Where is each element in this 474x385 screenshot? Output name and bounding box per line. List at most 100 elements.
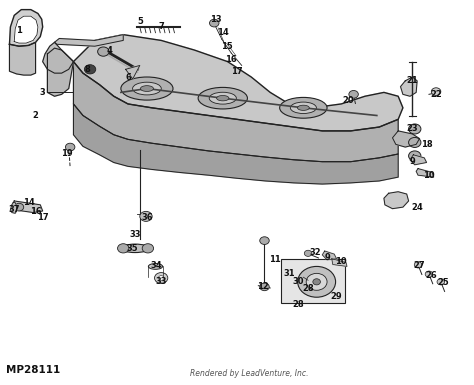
Polygon shape <box>9 10 43 46</box>
Circle shape <box>431 88 441 95</box>
Polygon shape <box>73 62 398 162</box>
Circle shape <box>65 143 75 151</box>
Text: 30: 30 <box>293 276 304 286</box>
Text: 31: 31 <box>283 269 295 278</box>
Circle shape <box>409 137 421 147</box>
Circle shape <box>158 276 164 280</box>
Text: 20: 20 <box>343 95 354 105</box>
Text: 14: 14 <box>23 198 34 207</box>
Polygon shape <box>126 65 140 79</box>
Text: 12: 12 <box>257 282 269 291</box>
Polygon shape <box>14 16 38 43</box>
Circle shape <box>84 65 96 74</box>
Text: 6: 6 <box>125 72 131 82</box>
Polygon shape <box>384 192 409 209</box>
Text: 19: 19 <box>61 149 72 159</box>
Circle shape <box>414 262 422 268</box>
Text: 21: 21 <box>407 76 418 85</box>
Circle shape <box>425 271 433 277</box>
Text: 16: 16 <box>226 55 237 64</box>
Polygon shape <box>416 169 434 177</box>
Circle shape <box>306 273 327 290</box>
Circle shape <box>260 237 269 244</box>
Text: 26: 26 <box>426 271 437 280</box>
Text: 2: 2 <box>33 111 38 120</box>
Text: 17: 17 <box>231 67 243 76</box>
Text: 14: 14 <box>217 28 228 37</box>
Polygon shape <box>9 42 36 75</box>
Circle shape <box>304 250 312 256</box>
Circle shape <box>210 19 219 27</box>
Text: MP28111: MP28111 <box>6 365 60 375</box>
Text: 13: 13 <box>210 15 221 24</box>
Text: 18: 18 <box>421 140 432 149</box>
Ellipse shape <box>121 244 149 253</box>
Text: 8: 8 <box>85 65 91 74</box>
Circle shape <box>142 244 154 253</box>
Polygon shape <box>410 155 427 165</box>
Ellipse shape <box>140 86 154 92</box>
Text: 10: 10 <box>336 257 347 266</box>
Text: 25: 25 <box>438 278 449 288</box>
Text: 35: 35 <box>127 244 138 253</box>
Circle shape <box>298 266 336 297</box>
Text: 15: 15 <box>221 42 232 51</box>
Polygon shape <box>322 251 337 260</box>
Text: 11: 11 <box>269 255 281 264</box>
Polygon shape <box>73 35 403 131</box>
Polygon shape <box>47 48 73 96</box>
Polygon shape <box>12 201 43 213</box>
Text: 32: 32 <box>310 248 321 257</box>
Text: 16: 16 <box>30 207 41 216</box>
Text: 3: 3 <box>40 88 46 97</box>
Ellipse shape <box>148 263 163 270</box>
Text: 9: 9 <box>410 157 415 166</box>
Polygon shape <box>73 104 398 184</box>
Circle shape <box>313 279 320 285</box>
Ellipse shape <box>209 92 237 104</box>
Circle shape <box>260 283 269 291</box>
Text: 4: 4 <box>106 45 112 55</box>
Text: 17: 17 <box>37 213 48 222</box>
Ellipse shape <box>290 102 317 114</box>
Text: 10: 10 <box>423 171 435 180</box>
Text: 33: 33 <box>129 230 141 239</box>
Text: 34: 34 <box>151 261 162 270</box>
Circle shape <box>409 124 421 134</box>
Polygon shape <box>401 77 417 96</box>
Polygon shape <box>55 35 123 46</box>
Circle shape <box>118 244 129 253</box>
Ellipse shape <box>297 105 309 110</box>
Ellipse shape <box>198 87 247 109</box>
Circle shape <box>409 151 421 161</box>
Text: 5: 5 <box>137 17 143 26</box>
Circle shape <box>98 47 109 56</box>
Circle shape <box>349 90 358 98</box>
Ellipse shape <box>133 82 161 95</box>
Text: 37: 37 <box>9 205 20 214</box>
Text: 24: 24 <box>411 203 423 213</box>
Text: Rendered by LeadVenture, Inc.: Rendered by LeadVenture, Inc. <box>190 369 308 378</box>
Text: 23: 23 <box>407 124 418 134</box>
Circle shape <box>437 279 445 285</box>
Text: 22: 22 <box>430 90 442 99</box>
Text: 27: 27 <box>414 261 425 270</box>
Text: 1: 1 <box>16 26 22 35</box>
Ellipse shape <box>280 97 327 118</box>
Polygon shape <box>392 131 419 147</box>
Text: 28: 28 <box>302 284 314 293</box>
Text: 36: 36 <box>141 213 153 222</box>
Circle shape <box>14 203 24 211</box>
Text: 7: 7 <box>158 22 164 32</box>
FancyBboxPatch shape <box>281 259 345 303</box>
Text: 33: 33 <box>155 276 167 286</box>
Polygon shape <box>332 259 347 266</box>
Circle shape <box>140 211 152 221</box>
Ellipse shape <box>217 95 229 101</box>
Text: 28: 28 <box>293 300 304 309</box>
Text: 9: 9 <box>324 253 330 263</box>
Polygon shape <box>43 42 73 73</box>
Polygon shape <box>10 203 17 213</box>
Circle shape <box>155 273 168 283</box>
Text: 29: 29 <box>331 292 342 301</box>
